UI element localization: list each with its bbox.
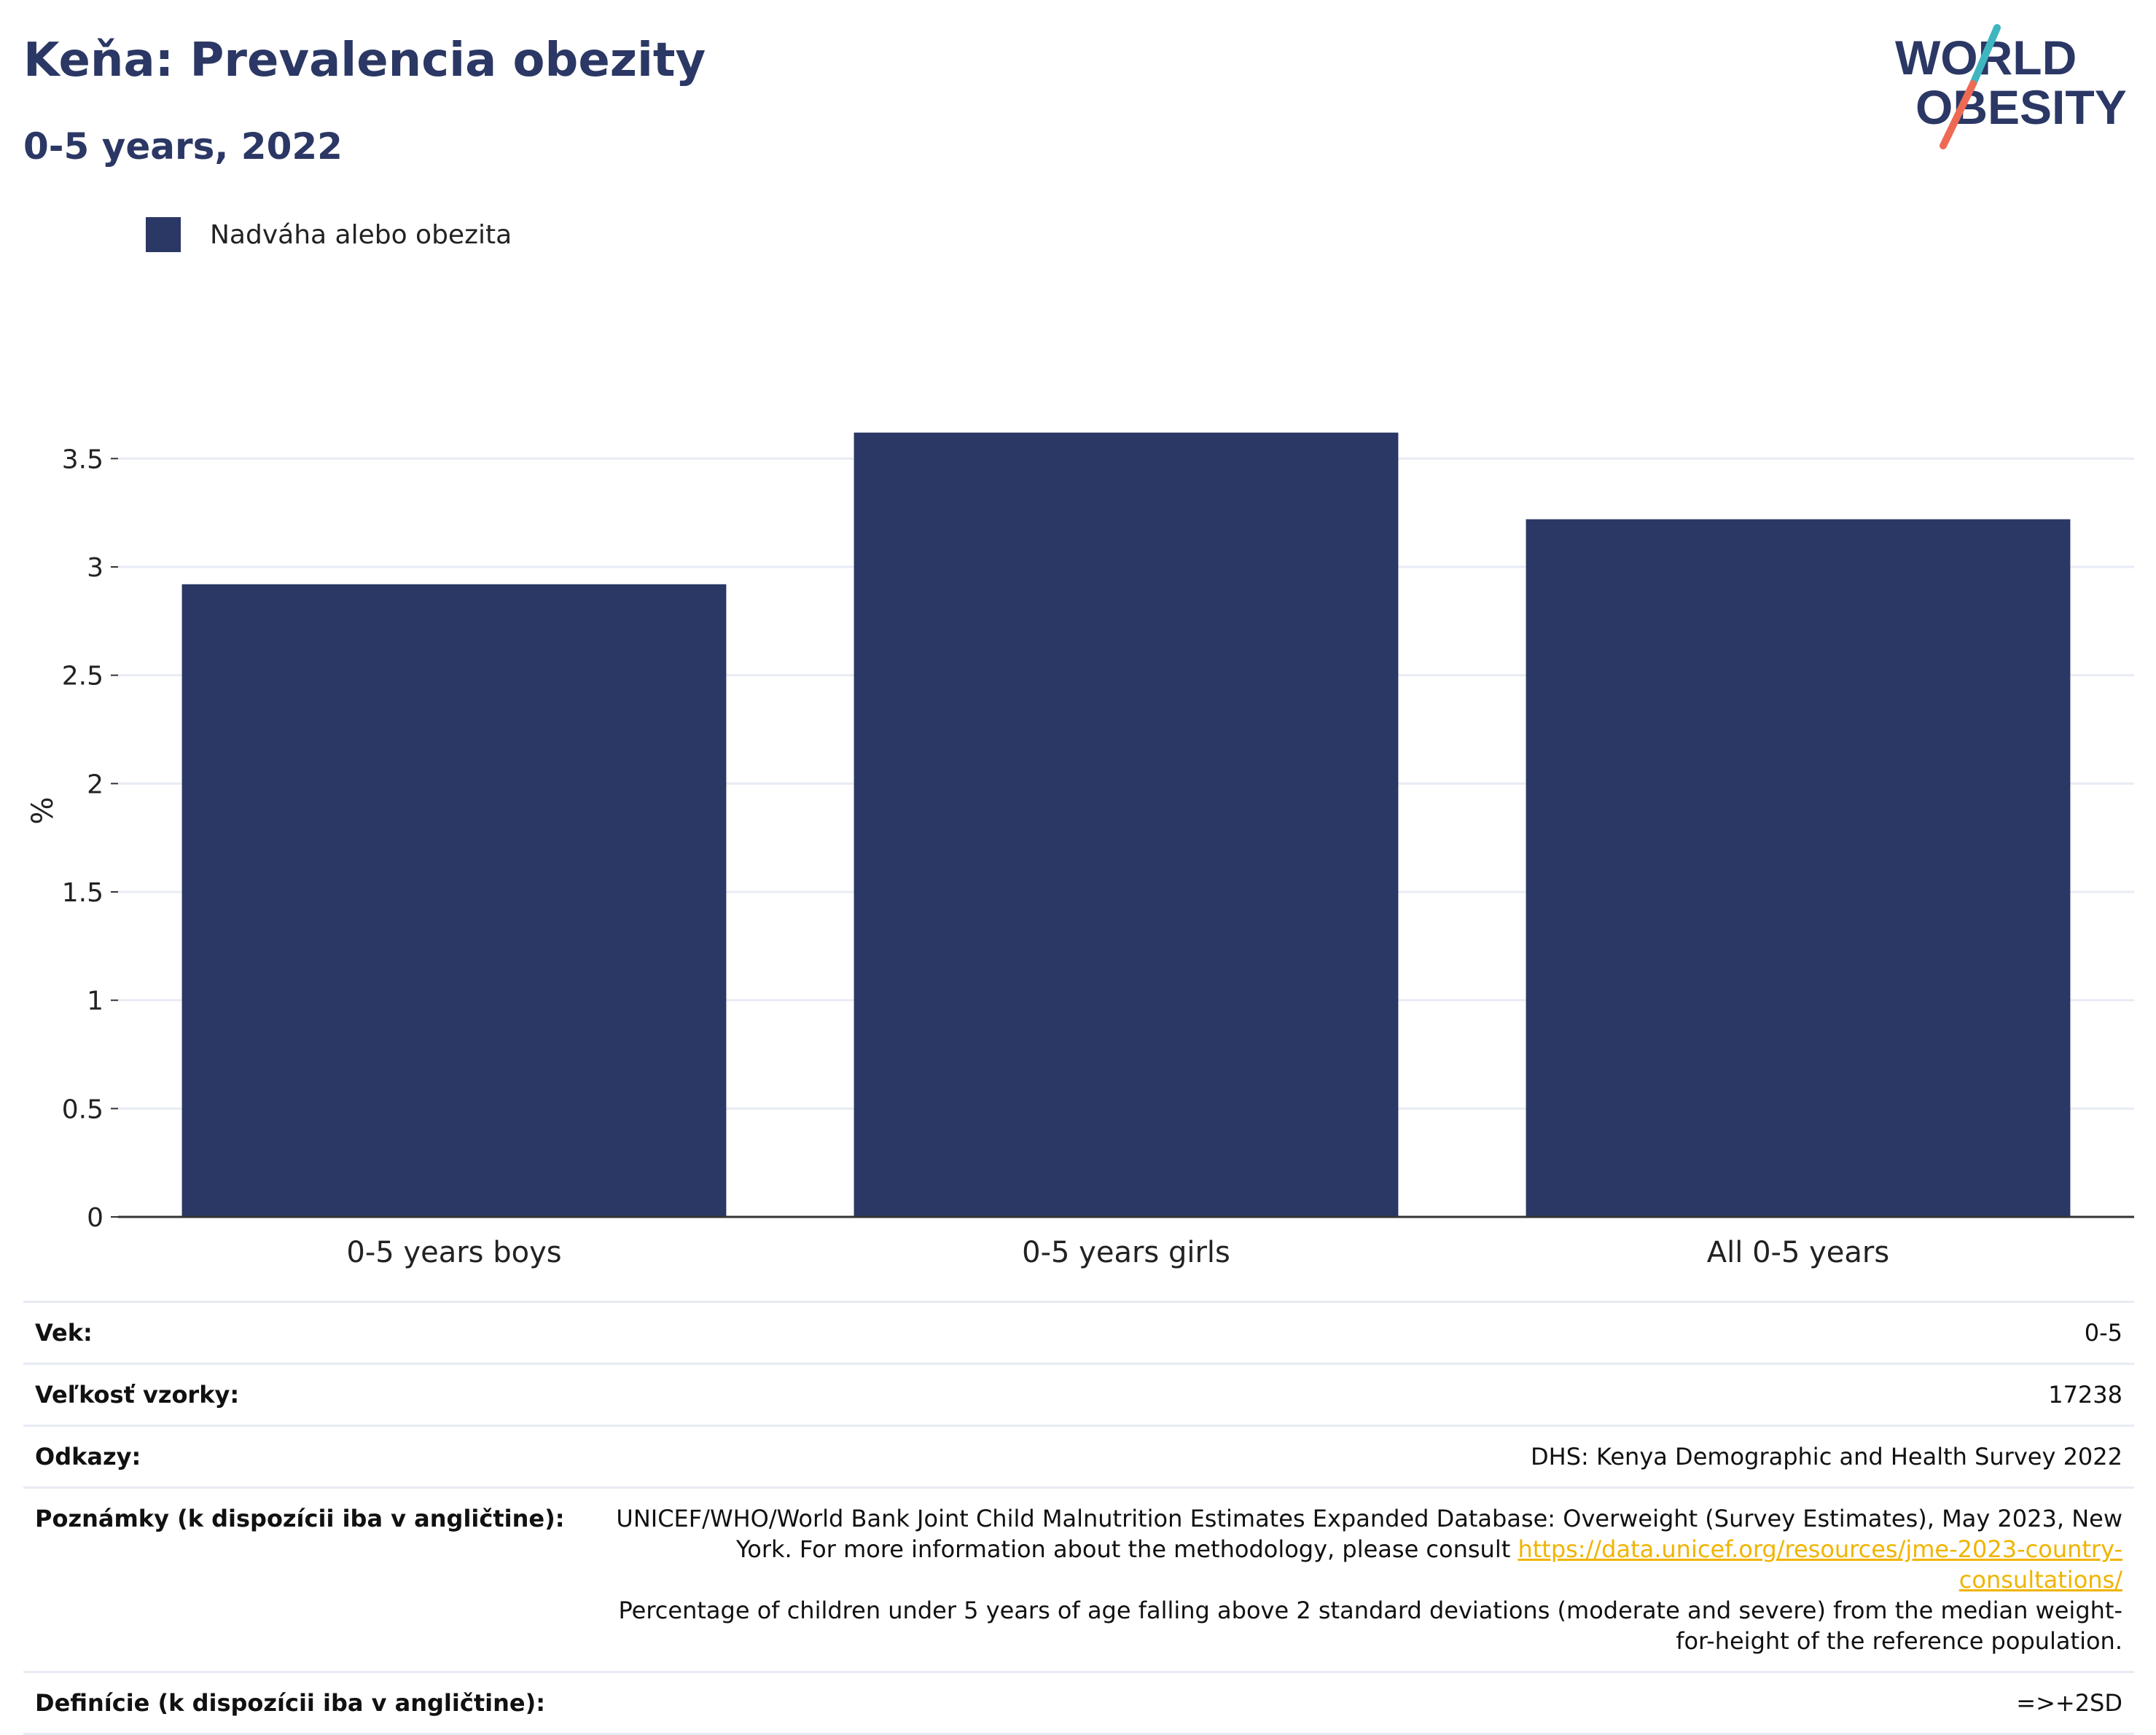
x-tick-label: 0-5 years girls — [1022, 1236, 1230, 1269]
meta-key-sample-size: Veľkosť vzorky: — [35, 1381, 240, 1409]
metadata-table: Vek: 0-5 Veľkosť vzorky: 17238 Odkazy: D… — [23, 1301, 2134, 1735]
legend-swatch — [146, 217, 181, 252]
meta-key-age: Vek: — [35, 1319, 93, 1347]
meta-row-references: Odkazy: DHS: Kenya Demographic and Healt… — [23, 1425, 2134, 1487]
bar — [181, 584, 727, 1217]
legend[interactable]: Nadváha alebo obezita — [146, 217, 512, 252]
meta-value-sample-size: 17238 — [2048, 1381, 2122, 1409]
y-tick-label: 1 — [87, 987, 103, 1017]
meta-key-definitions: Definície (k dispozícii iba v angličtine… — [35, 1689, 545, 1717]
meta-value-age: 0-5 — [2084, 1319, 2122, 1347]
meta-value-references: DHS: Kenya Demographic and Health Survey… — [1531, 1443, 2122, 1470]
logo-slash-bottom — [1940, 80, 1977, 149]
meta-key-notes: Poznámky (k dispozícii iba v angličtine)… — [35, 1505, 565, 1532]
y-tick-label: 2.5 — [62, 662, 103, 692]
y-tick-label: 0 — [87, 1203, 103, 1233]
bar-chart: 0 0.5 1 1.5 2 2.5 3 3.5% 0-5 years boys 0-5 years… — [26, 432, 2134, 1269]
y-tick-label: 2 — [87, 769, 103, 799]
logo-slash-top — [1969, 24, 2001, 87]
notes-link[interactable]: https://data.unicef.org/resources/jme-20… — [1518, 1535, 2122, 1594]
meta-key-references: Odkazy: — [35, 1443, 141, 1470]
y-axis-label: % — [26, 796, 60, 824]
chart-title: Keňa: Prevalencia obezity — [23, 34, 706, 87]
meta-row-sample-size: Veľkosť vzorky: 17238 — [23, 1363, 2134, 1425]
y-tick-label: 3 — [87, 553, 103, 583]
bar — [854, 432, 1399, 1217]
legend-label: Nadváha alebo obezita — [210, 219, 512, 250]
notes-text: UNICEF/WHO/World Bank Joint Child Malnut… — [616, 1505, 2122, 1563]
meta-value-notes: UNICEF/WHO/World Bank Joint Child Malnut… — [606, 1503, 2122, 1656]
y-tick-label: 3.5 — [62, 444, 103, 474]
y-tick-label: 0.5 — [62, 1094, 103, 1124]
world-obesity-logo: WORLD OBESITY — [1895, 22, 2136, 153]
meta-row-notes: Poznámky (k dispozícii iba v angličtine)… — [23, 1487, 2134, 1671]
meta-row-definitions: Definície (k dispozícii iba v angličtine… — [23, 1671, 2134, 1735]
meta-row-age: Vek: 0-5 — [23, 1301, 2134, 1363]
world-obesity-logo-mark: WORLD OBESITY — [1895, 24, 2127, 149]
meta-value-definitions: =>+2SD — [2016, 1689, 2122, 1717]
notes-definition-text: Percentage of children under 5 years of … — [618, 1597, 2123, 1655]
x-tick-label: All 0-5 years — [1707, 1236, 1889, 1269]
y-tick-label: 1.5 — [62, 878, 103, 908]
bar — [1526, 519, 2071, 1217]
chart-subtitle: 0-5 years, 2022 — [23, 125, 343, 168]
x-tick-label: 0-5 years boys — [346, 1236, 561, 1269]
